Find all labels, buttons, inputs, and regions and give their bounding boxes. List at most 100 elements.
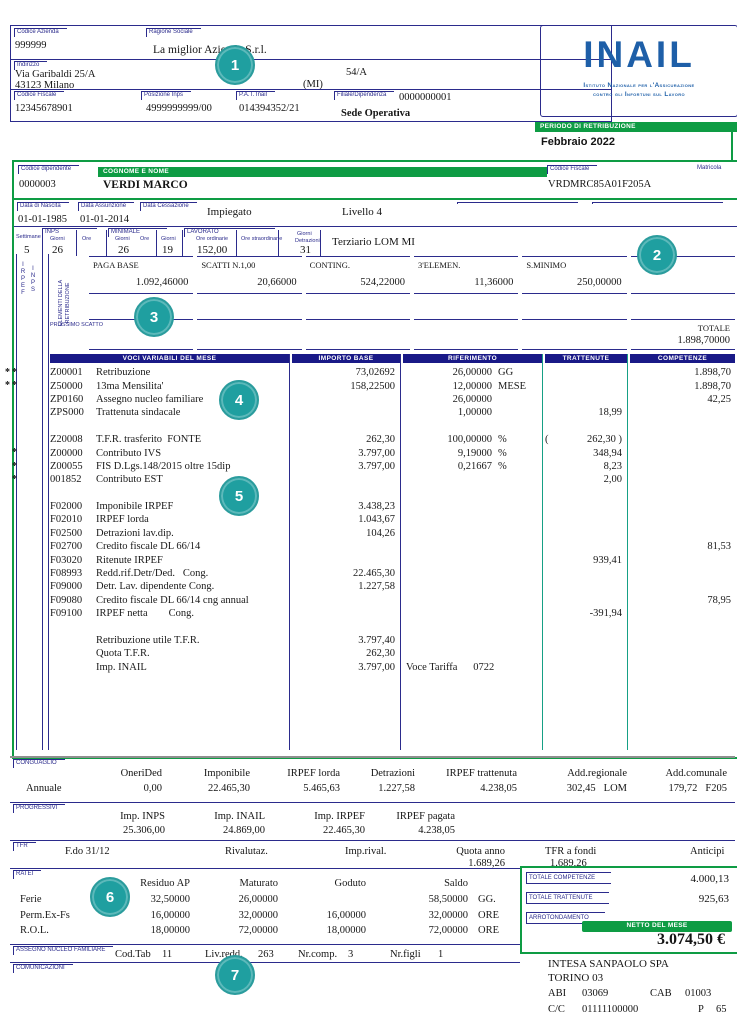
ratei-table: Residuo AP Maturato Goduto Saldo [18,877,518,893]
voce-trattenute: 2,00 [603,474,622,486]
voce-riferimento-valore: 0,21667 [457,460,492,472]
elementi-cell: S.MINIMO 250,00000 [522,256,627,294]
voce-row [50,620,735,633]
conguaglio-value: 0,00 [143,783,162,794]
elementi-cell: CONTING. 524,22000 [305,256,410,294]
voce-trattenute-cell: 18,99 [542,406,627,419]
nr-comp-label: Nr.comp. [298,949,338,960]
left-rail-line [48,254,49,750]
voce-descrizione-cell: F09100 IRPEF netta Cong. [50,607,289,620]
voce-descrizione: Contributo IVS [96,447,162,459]
elementi-col-label: PAGA BASE [93,260,139,270]
voce-codice: F02010 [50,514,83,526]
voce-descrizione-cell: Z00000 Contributo IVS [50,447,289,460]
voce-row [50,420,735,433]
voce-riferimento-cell: 26,00000 GG [400,366,542,379]
bank-name: INTESA SANPAOLO SPA [548,958,669,970]
divider [182,230,183,256]
rateo-goduto [286,893,374,909]
voce-row: * * Z50000 13ma Mensilita' 158,22500 12,… [5,379,735,392]
tfr-label: TFR [13,842,36,851]
conguaglio-comunale-cell: 179,72 F205 [627,783,727,795]
voce-codice: F08993 [50,568,83,580]
voce-importo-base: 1.043,67 [358,514,395,526]
voce-codice: ZP0160 [50,393,84,405]
pat-inail-label: P.A.T. Inail [236,91,275,100]
inail-subtitle-1: Istituto Nazionale per l'Assicurazione [583,82,695,89]
elementi-col-value: 20,66000 [257,277,297,288]
employee-box: Codice dipendente 0000003 COGNOME E NOME… [12,160,737,200]
voce-row: Imp. INAIL 3.797,00 Voce Tariffa 0722 [50,661,735,674]
tfr-a-fondi-value: 1.689,26 [550,858,587,869]
pat-inail-value: 014394352/21 [239,103,300,114]
row-marker-2: * [12,447,17,459]
ratei-header: Residuo AP [140,878,190,889]
conguaglio-regionale-cell: 302,45 LOM [517,783,627,795]
annotation-badge-3: 3 [134,297,174,337]
abi-label: ABI [548,988,567,999]
rateo-residuo: 16,00000 [150,909,190,921]
netto-del-mese-label-bar: NETTO DEL MESE [582,921,732,932]
data-nascita-label: Data di Nascita [17,202,69,211]
comunicazioni-section: COMUNICAZIONI [10,962,520,1015]
conguaglio-header: Add.comunale [665,768,727,779]
elementi-cell [630,256,735,294]
voce-row: F09080 Credito fiscale DL 66/14 cng annu… [50,594,735,607]
voce-codice: F02700 [50,541,83,553]
voce-row: Retribuzione utile T.F.R. 3.797,40 [50,634,735,647]
totali-box: TOTALE COMPETENZE 4.000,13 TOTALE TRATTE… [520,866,737,954]
posizione-inps-label: Posizione Inps [141,91,192,100]
voce-descrizione-cell: F02500 Detrazioni lav.dip. [50,527,289,540]
rail-irpef-label: IRPEF [20,262,26,297]
ragione-sociale-label: Ragione Sociale [146,28,201,37]
giorni-detrazioni-label-2: Detrazioni [295,238,320,244]
voce-row: Z20008 T.F.R. trasferito FONTE 262,30 10… [50,433,735,446]
codice-azienda-label: Codice Azienda [14,28,67,37]
voce-codice [50,661,96,674]
voce-descrizione-cell: ZP0160 Assegno nucleo familiare [50,393,289,406]
section-divider [10,756,735,758]
inail-logo-box: INAIL Istituto Nazionale per l'Assicuraz… [540,25,737,117]
conguaglio-header: IRPEF trattenuta [446,768,517,779]
voce-trattenute: -391,94 [589,608,622,620]
voce-parentesi: ( [545,434,549,446]
voce-codice [50,634,96,647]
ratei-rows: Ferie 32,50000 26,00000 58,50000 GG. Per… [18,893,518,940]
voce-codice: Z00001 [50,367,83,379]
voce-importo-base: 158,22500 [350,380,395,392]
voce-descrizione: 13ma Mensilita' [96,380,164,392]
voce-descrizione: T.F.R. trasferito FONTE [96,434,202,446]
divider [42,230,43,256]
posizione-inps-value: 4999999999/00 [146,103,212,114]
divider [320,230,321,256]
voce-codice: F03020 [50,554,83,566]
voce-descrizione: Detr. Lav. dipendente Cong. [96,581,215,593]
conguaglio-value: 22.465,30 [208,783,250,794]
elementi-vertical-label: ELEMENTI DELLA RETRIBUZIONE [58,279,71,327]
voce-descrizione: Retribuzione [96,367,151,379]
comunicazioni-label: COMUNICAZIONI [13,964,73,973]
voce-trattenute: 348,94 [593,447,622,459]
voce-riferimento-cell: Voce Tariffa 0722 [400,661,542,674]
green-connector-line [731,122,733,162]
voce-riferimento-unita [492,406,542,419]
p-label: P [698,1004,704,1015]
elementi-col-value: 524,22000 [360,277,405,288]
voce-trattenute-cell: 348,94 [542,447,627,460]
data-nascita-value: 01-01-1985 [18,214,67,225]
ore-straordinarie-label: Ore straordinarie [241,236,283,242]
voce-row: * * Z00001 Retribuzione 73,02692 26,0000… [5,366,735,379]
rateo-goduto: 16,00000 [326,909,366,921]
voce-descrizione: Imp. INAIL [96,661,147,673]
conguaglio-value: 4.238,05 [480,783,517,794]
voce-row: * Z00000 Contributo IVS 3.797,00 9,19000… [12,446,735,460]
rateo-residuo: 18,00000 [150,925,190,936]
elementi-col-label: CONTING. [309,260,351,270]
voce-descrizione-cell: F02000 Imponibile IRPEF [50,500,289,513]
progressivi-header: Imp. IRPEF [314,811,365,822]
rateo-maturato: 32,00000 [238,909,278,921]
column-divider [627,354,628,750]
conguaglio-value: 179,72 [668,783,698,794]
voce-row: F02700 Credito fiscale DL 66/14 81,53 [50,540,735,553]
conguaglio-row-label: Annuale [26,783,62,794]
